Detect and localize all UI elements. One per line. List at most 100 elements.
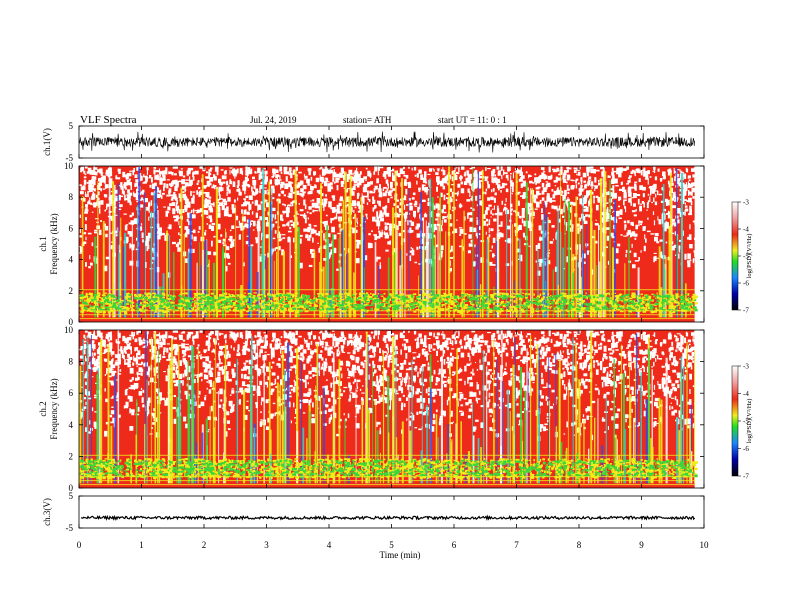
- spectrogram-tone-line: [79, 480, 695, 482]
- spectrogram-sferic-streak: [376, 430, 379, 484]
- spectrogram-sferic-streak: [90, 335, 92, 484]
- spectrogram-sferic-streak: [594, 417, 596, 484]
- spectrogram-sferic-streak: [531, 188, 534, 318]
- spectrogram-sferic-streak: [387, 375, 390, 484]
- ch2-spectrogram-panel: [79, 330, 699, 488]
- y-tick-label: 4: [69, 420, 74, 430]
- spectrogram-sferic-streak: [393, 252, 396, 318]
- spectrogram-sferic-streak: [665, 357, 668, 484]
- spectrogram-sferic-streak: [319, 396, 321, 484]
- y-tick-label: -5: [66, 153, 74, 163]
- x-tick-label: 1: [139, 540, 144, 550]
- spectrogram-sferic-streak: [202, 249, 204, 318]
- ch1-waveform-line: [78, 131, 695, 153]
- spectrogram-sferic-streak: [97, 181, 99, 318]
- spectrogram-sferic-streak: [366, 388, 368, 484]
- spectrogram-sferic-streak: [81, 196, 84, 318]
- colorbar-tick-label: -4: [743, 390, 749, 398]
- spectrogram-sferic-streak: [421, 366, 423, 484]
- spectrogram-sferic-streak: [431, 197, 434, 318]
- spectrogram-sferic-streak: [645, 399, 648, 484]
- spectrogram-sferic-streak: [242, 213, 244, 318]
- spectrogram-sferic-streak: [392, 207, 395, 318]
- ch1-waveform-panel: [78, 131, 695, 153]
- spectrogram-tone-line: [79, 289, 695, 291]
- spectrogram-sferic-streak: [507, 389, 509, 484]
- spectrogram-sferic-streak: [201, 432, 204, 484]
- colorbar: [731, 201, 739, 311]
- spectrogram-band-green: [79, 459, 698, 479]
- spectrogram-sferic-streak: [447, 424, 449, 484]
- date-label: Jul. 24, 2019: [250, 115, 297, 125]
- spectrogram-sferic-streak: [675, 167, 678, 318]
- spectrogram-sferic-streak: [346, 253, 347, 318]
- spectrogram-sferic-streak: [138, 167, 141, 318]
- y-axis-label: ch.1(V): [42, 128, 52, 156]
- spectrogram-sferic-streak: [555, 353, 557, 484]
- station-label: station= ATH: [343, 115, 392, 125]
- colorbar-tick-label: -7: [743, 473, 749, 481]
- spectrogram-sferic-streak: [251, 336, 253, 484]
- y-tick-label: 6: [69, 388, 74, 398]
- spectrogram-sferic-streak: [420, 192, 422, 318]
- spectrogram-sferic-streak: [94, 236, 97, 318]
- x-axis-label: Time (min): [380, 550, 421, 560]
- spectrogram-sferic-streak: [382, 352, 385, 484]
- spectrogram-sferic-streak: [189, 213, 192, 318]
- spectrogram-sferic-streak: [269, 201, 272, 318]
- spectrogram-sferic-streak: [685, 283, 687, 318]
- y-tick-label: 0: [69, 317, 74, 327]
- spectrogram-sferic-streak: [197, 348, 199, 484]
- spectrogram-sferic-streak: [150, 211, 153, 318]
- spectrogram-sferic-streak: [206, 251, 208, 318]
- spectrogram-sferic-streak: [344, 171, 347, 318]
- spectrogram-sferic-streak: [612, 247, 614, 318]
- spectrogram-sferic-streak: [218, 390, 220, 484]
- spectrogram-sferic-streak: [453, 171, 455, 318]
- spectrogram-tone-line: [79, 314, 695, 316]
- spectrogram-sferic-streak: [112, 181, 115, 318]
- spectrogram-sferic-streak: [622, 373, 625, 484]
- spectrogram-sferic-streak: [409, 430, 412, 484]
- spectrogram-sferic-streak: [187, 251, 190, 318]
- spectrogram-sferic-streak: [678, 430, 681, 484]
- spectrogram-sferic-streak: [450, 442, 453, 484]
- spectrogram-sferic-streak: [683, 366, 685, 484]
- spectrogram-sferic-streak: [294, 170, 297, 318]
- spectrogram-sferic-streak: [694, 350, 695, 484]
- spectrogram-sferic-streak: [173, 252, 175, 318]
- spectrogram-sferic-streak: [192, 346, 195, 484]
- spectrogram-sferic-streak: [349, 175, 352, 318]
- spectrogram-sferic-streak: [480, 447, 482, 484]
- spectrogram-sferic-streak: [582, 250, 584, 318]
- y-tick-label: 5: [69, 491, 74, 501]
- spectrogram-tone-line: [79, 454, 695, 456]
- y-tick-label: 2: [69, 286, 74, 296]
- spectrogram-sferic-streak: [420, 450, 423, 484]
- spectrogram-sferic-streak: [634, 360, 636, 484]
- spectrogram-sferic-streak: [426, 404, 428, 484]
- spectrogram-sferic-streak: [475, 245, 477, 318]
- spectrogram-sferic-streak: [341, 229, 344, 318]
- spectrogram-sferic-streak: [547, 217, 549, 318]
- spectrogram-sferic-streak: [263, 420, 265, 484]
- spectrogram-sferic-streak: [326, 225, 329, 318]
- spectrogram-sferic-streak: [676, 235, 678, 318]
- spectrogram-sferic-streak: [143, 192, 145, 318]
- x-tick-label: 3: [264, 540, 269, 550]
- spectrogram-sferic-streak: [422, 217, 425, 318]
- colorbar-tick-label: -5: [743, 253, 749, 261]
- colorbar-tick-label: -7: [743, 307, 749, 315]
- spectrogram-sferic-streak: [577, 259, 579, 318]
- spectrogram-sferic-streak: [395, 348, 397, 484]
- spectrogram-sferic-streak: [439, 197, 441, 318]
- spectrogram-sferic-streak: [96, 374, 99, 484]
- spectrogram-sferic-streak: [268, 181, 270, 318]
- spectrogram-sferic-streak: [509, 411, 511, 484]
- figure-title: VLF Spectra: [80, 114, 137, 126]
- spectrogram-sferic-streak: [477, 171, 479, 318]
- spectrogram-sferic-streak: [223, 389, 226, 484]
- spectrogram-sferic-streak: [640, 372, 642, 484]
- spectrogram-sferic-streak: [131, 222, 133, 318]
